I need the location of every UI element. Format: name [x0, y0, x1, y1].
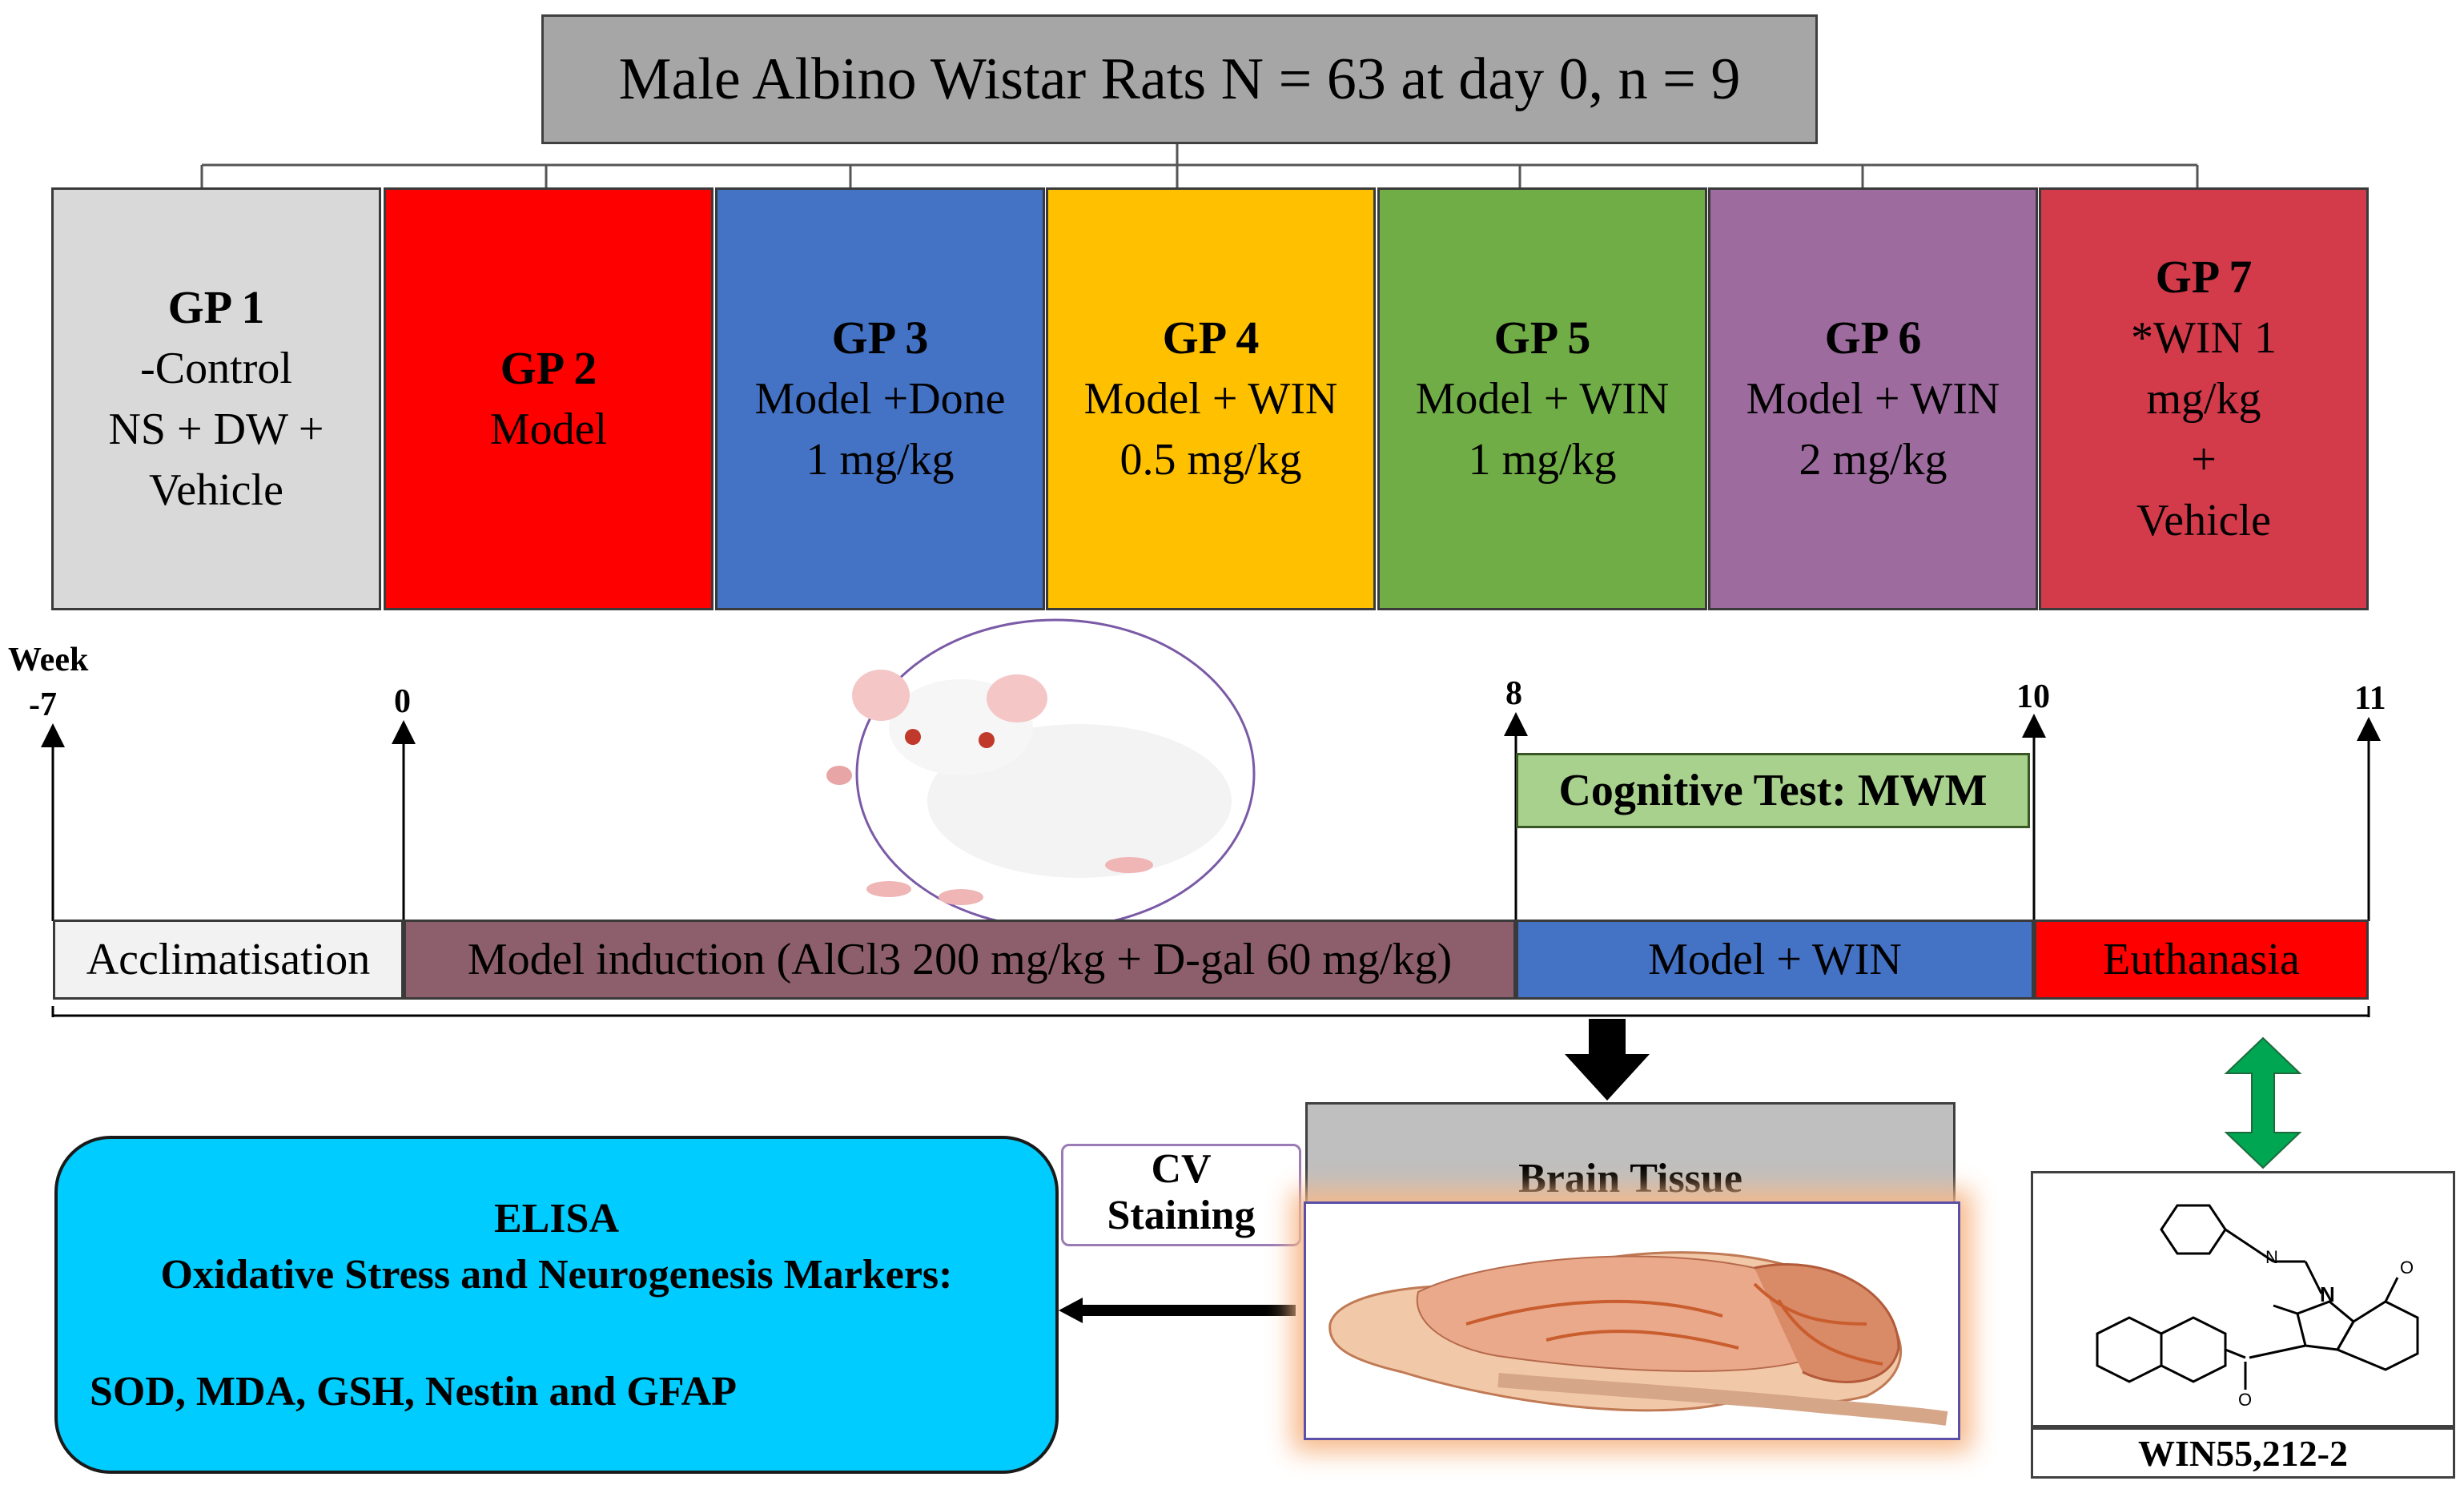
compound-label: WIN55,212-2: [2138, 1432, 2348, 1474]
group-6-name: GP 6: [1824, 312, 1922, 364]
phase-acclimatisation-label: Acclimatisation: [86, 935, 371, 984]
group-4: GP 4 Model + WIN 0.5 mg/kg: [1046, 187, 1376, 610]
compound-label-box: WIN55,212-2: [2031, 1427, 2455, 1479]
group-4-line2: 0.5 mg/kg: [1119, 435, 1302, 485]
rat-illustration: [826, 618, 1256, 929]
tick-label-minus7: -7: [29, 686, 57, 723]
cognitive-test-box: Cognitive Test: MWM: [1516, 753, 2030, 828]
elisa-title: ELISA: [493, 1196, 620, 1242]
chemical-structure-box: N N O O: [2031, 1171, 2455, 1427]
phase-acclimatisation: Acclimatisation: [53, 920, 404, 1000]
cognitive-test-label: Cognitive Test: MWM: [1558, 766, 1988, 815]
double-arrow-icon: [2224, 1036, 2302, 1169]
brain-illustration: [1328, 1251, 1948, 1426]
brain-tissue-label: Brain Tissue: [1518, 1156, 1742, 1201]
group-1-name: GP 1: [167, 281, 265, 333]
elisa-subtitle: Oxidative Stress and Neurogenesis Marker…: [160, 1252, 953, 1298]
group-1-line3: Vehicle: [149, 465, 283, 515]
group-2-name: GP 2: [500, 342, 597, 394]
svg-text:N: N: [2265, 1247, 2278, 1267]
brain-illustration-box: [1304, 1201, 1960, 1440]
group-2: GP 2 Model: [384, 187, 713, 610]
group-6-line2: 2 mg/kg: [1799, 435, 1947, 485]
group-6-line1: Model + WIN: [1746, 374, 2000, 424]
group-3-line2: 1 mg/kg: [806, 435, 955, 485]
phase-model-win-label: Model + WIN: [1648, 935, 1902, 984]
group-1: GP 1 -Control NS + DW + Vehicle: [51, 187, 381, 610]
svg-text:O: O: [2238, 1390, 2252, 1410]
tick-label-0: 0: [394, 683, 411, 720]
group-3: GP 3 Model +Done 1 mg/kg: [715, 187, 1045, 610]
cv-staining-line2: Staining: [1107, 1193, 1256, 1238]
group-7-line1: *WIN 1: [2131, 313, 2277, 363]
brain-tissue-header: Brain Tissue: [1305, 1102, 1956, 1208]
elisa-markers: SOD, MDA, GSH, Nestin and GFAP: [90, 1369, 737, 1415]
group-5-line2: 1 mg/kg: [1468, 435, 1617, 485]
group-4-name: GP 4: [1162, 312, 1260, 364]
svg-text:O: O: [2400, 1258, 2414, 1278]
phase-euthanasia-label: Euthanasia: [2103, 935, 2300, 984]
tick-label-8: 8: [1505, 675, 1522, 712]
group-5-line1: Model + WIN: [1415, 374, 1670, 424]
group-3-name: GP 3: [831, 312, 929, 364]
elisa-box: ELISA Oxidative Stress and Neurogenesis …: [54, 1136, 1059, 1474]
group-7-line4: Vehicle: [2136, 496, 2271, 545]
phase-euthanasia: Euthanasia: [2034, 920, 2369, 1000]
group-5-name: GP 5: [1493, 312, 1591, 364]
down-arrow-icon: [1565, 1019, 1650, 1101]
group-7-line3: +: [2191, 435, 2217, 485]
group-5: GP 5 Model + WIN 1 mg/kg: [1377, 187, 1707, 610]
group-1-line1: -Control: [140, 344, 292, 393]
group-6: GP 6 Model + WIN 2 mg/kg: [1708, 187, 2038, 610]
group-7-name: GP 7: [2155, 251, 2253, 303]
cv-staining-line1: CV: [1151, 1146, 1212, 1192]
phase-model-induction: Model induction (AlCl3 200 mg/kg + D-gal…: [404, 920, 1516, 1000]
group-7: GP 7 *WIN 1 mg/kg + Vehicle: [2039, 187, 2369, 610]
study-title-text: Male Albino Wistar Rats N = 63 at day 0,…: [618, 46, 1741, 112]
tick-label-11: 11: [2354, 680, 2386, 717]
week-axis-label: Week: [8, 642, 89, 678]
group-4-line1: Model + WIN: [1083, 374, 1338, 424]
group-3-line1: Model +Done: [754, 374, 1006, 424]
group-7-line2: mg/kg: [2146, 374, 2261, 424]
cv-staining-box: CV Staining: [1061, 1144, 1301, 1246]
svg-text:N: N: [2320, 1282, 2335, 1306]
group-2-line1: Model: [489, 404, 608, 454]
study-title: Male Albino Wistar Rats N = 63 at day 0,…: [541, 14, 1818, 144]
group-1-line2: NS + DW +: [108, 404, 324, 454]
left-arrow-icon: [1059, 1298, 1083, 1323]
phase-model-win: Model + WIN: [1516, 920, 2034, 1000]
chemical-structure-icon: N N O O: [2096, 1204, 2419, 1410]
phase-model-induction-label: Model induction (AlCl3 200 mg/kg + D-gal…: [467, 935, 1453, 984]
tick-label-10: 10: [2016, 678, 2050, 715]
